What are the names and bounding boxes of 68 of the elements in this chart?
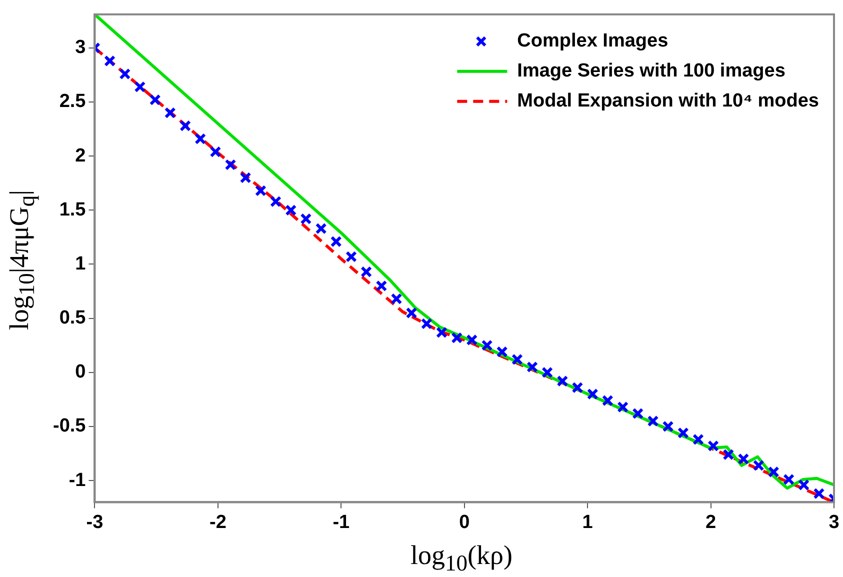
y-tick-label: 0.5 — [59, 308, 86, 329]
x-axis-title: log$_{10}$(kρ) — [410, 540, 514, 576]
point — [390, 293, 402, 305]
point — [420, 318, 432, 330]
point — [542, 366, 554, 378]
point — [406, 307, 418, 319]
point — [526, 361, 538, 373]
point — [285, 204, 297, 216]
point — [149, 94, 161, 106]
point — [481, 340, 493, 352]
x-tick-label: 0 — [459, 512, 470, 533]
point — [254, 184, 266, 196]
y-tick-label: 3 — [75, 37, 86, 58]
point — [224, 159, 236, 170]
point — [602, 394, 614, 406]
point — [376, 280, 388, 292]
point — [511, 354, 523, 366]
point — [677, 427, 689, 439]
point — [496, 346, 508, 358]
x-tick-label: -1 — [332, 512, 350, 533]
x-tick-label: 2 — [706, 512, 716, 533]
y-tick-label: 0 — [75, 362, 86, 383]
y-tick-label: -1 — [68, 470, 86, 491]
point — [210, 146, 222, 158]
point — [708, 440, 719, 452]
point — [768, 466, 780, 478]
point — [752, 460, 764, 472]
point — [240, 172, 252, 184]
point — [556, 375, 568, 387]
point — [783, 474, 795, 486]
point — [134, 81, 146, 93]
point — [798, 479, 810, 491]
point — [330, 236, 342, 248]
point — [164, 107, 176, 119]
x-tick-label: -3 — [86, 512, 104, 533]
point — [315, 222, 327, 234]
point — [346, 250, 358, 262]
y-tick-label: -0.5 — [52, 416, 86, 437]
point — [436, 326, 448, 338]
point — [572, 382, 584, 394]
point — [104, 55, 116, 67]
point — [360, 266, 372, 278]
legend-label: Modal Expansion with 10⁴ modes — [517, 90, 820, 112]
point — [119, 68, 131, 80]
y-tick-label: 2.5 — [59, 91, 86, 112]
point — [738, 453, 750, 465]
point — [632, 408, 644, 420]
point — [270, 196, 282, 208]
point — [813, 488, 825, 500]
x-tick-label: 1 — [582, 512, 594, 533]
point — [647, 415, 659, 427]
legend-label: Complex Images — [517, 30, 668, 52]
point — [300, 213, 312, 225]
x-tick-label: -2 — [209, 512, 226, 533]
point — [194, 133, 206, 145]
point — [451, 332, 463, 344]
point — [662, 420, 674, 432]
x-tick-label: 3 — [828, 512, 840, 533]
y-tick-label: 2 — [75, 145, 86, 166]
point — [180, 120, 192, 132]
legend-label: Image Series with 100 images — [517, 60, 786, 82]
y-tick-label: 1 — [75, 253, 86, 274]
y-tick-label: 1.5 — [59, 199, 86, 220]
point — [692, 434, 704, 446]
point — [466, 334, 478, 346]
point — [586, 388, 598, 400]
point — [617, 401, 629, 413]
point — [722, 448, 734, 460]
